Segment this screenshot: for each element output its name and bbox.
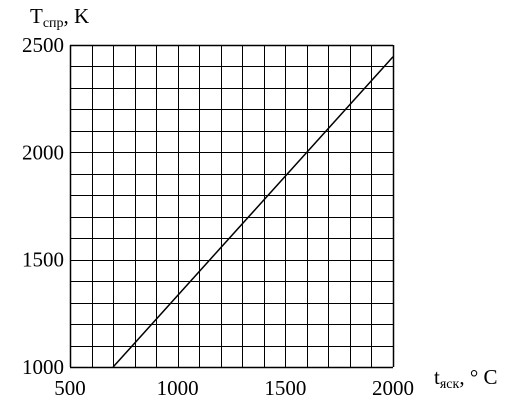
y-tick-label: 2500: [22, 33, 64, 57]
x-tick-labels: 500 1000 1500 2000: [54, 376, 414, 400]
y-tick-labels: 1000 1500 2000 2500: [22, 33, 64, 379]
y-axis-title: Tспр, K: [30, 4, 89, 31]
y-tick-label: 2000: [22, 140, 64, 164]
x-axis-title: tяск, ° C: [434, 365, 497, 392]
x-tick-label: 1000: [157, 376, 199, 400]
x-tick-label: 2000: [372, 376, 414, 400]
series-line: [112, 56, 394, 368]
x-tick-label: 500: [54, 376, 86, 400]
x-tick-label: 1500: [264, 376, 306, 400]
grid: [69, 44, 395, 369]
y-tick-label: 1000: [22, 355, 64, 379]
series: [112, 56, 394, 368]
y-tick-label: 1500: [22, 248, 64, 272]
